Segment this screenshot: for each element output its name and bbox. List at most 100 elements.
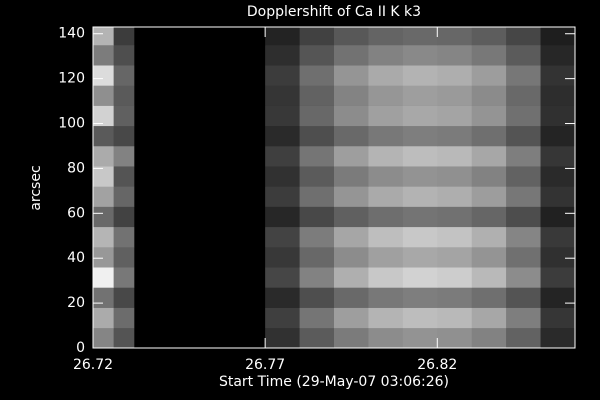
heatmap-cell (402, 166, 438, 187)
heatmap-cell (506, 65, 541, 86)
heatmap-cell (334, 105, 369, 127)
heatmap-cell (402, 267, 438, 288)
heatmap-cell (334, 65, 369, 86)
heatmap-cell (334, 27, 369, 46)
heatmap-cell (93, 186, 114, 207)
heatmap-cell (93, 65, 114, 86)
heatmap-cell (402, 226, 438, 248)
heatmap-cell (134, 65, 266, 86)
heatmap-cell (93, 226, 114, 248)
heatmap-cell (540, 267, 576, 288)
heatmap-cell (540, 27, 576, 46)
heatmap-cell (368, 267, 404, 288)
heatmap-cell (113, 226, 135, 248)
heatmap-cell (299, 44, 335, 66)
heatmap-cell (437, 206, 473, 228)
heatmap-cell (506, 27, 541, 46)
heatmap-cell (402, 186, 438, 207)
heatmap-cell (402, 287, 438, 308)
heatmap-cell (265, 246, 300, 268)
heatmap-cell (93, 27, 114, 46)
heatmap-cell (113, 27, 135, 46)
heatmap-cell (134, 267, 266, 288)
y-tick-label: 120 (58, 71, 85, 87)
heatmap-cell (540, 105, 576, 127)
heatmap-cell (113, 206, 135, 228)
heatmap-cell (113, 166, 135, 187)
heatmap-cell (113, 125, 135, 147)
heatmap-cell (265, 145, 300, 167)
heatmap-cell (134, 27, 266, 46)
heatmap-cell (334, 327, 369, 349)
heatmap-cell (134, 44, 266, 66)
heatmap-cell (113, 145, 135, 167)
heatmap-cell (93, 267, 114, 288)
heatmap-cell (265, 27, 300, 46)
heatmap-cell (334, 44, 369, 66)
heatmap-cell (134, 166, 266, 187)
heatmap-cell (540, 65, 576, 86)
y-tick-label: 80 (67, 160, 85, 176)
heatmap-cell (368, 327, 404, 349)
heatmap-cell (402, 65, 438, 86)
heatmap-cell (265, 206, 300, 228)
heatmap-cell (113, 44, 135, 66)
heatmap-cell (402, 327, 438, 349)
heatmap-cell (368, 186, 404, 207)
heatmap-cell (334, 246, 369, 268)
x-tick-label: 26.82 (417, 357, 457, 373)
heatmap-cell (334, 166, 369, 187)
heatmap-cell (299, 287, 335, 308)
heatmap-cell (506, 307, 541, 329)
heatmap-cell (540, 166, 576, 187)
heatmap-cell (437, 327, 473, 349)
heatmap-cell (299, 85, 335, 106)
heatmap-cell (334, 125, 369, 147)
heatmap-cell (93, 85, 114, 106)
heatmap-cell (402, 44, 438, 66)
heatmap-cell (437, 267, 473, 288)
heatmap-cell (368, 166, 404, 187)
heatmap-cell (113, 186, 135, 207)
heatmap-cell (471, 125, 507, 147)
heatmap-cell (299, 27, 335, 46)
heatmap-cell (471, 287, 507, 308)
heatmap-cell (540, 246, 576, 268)
heatmap-cell (471, 186, 507, 207)
heatmap-cell (93, 327, 114, 349)
heatmap-cell (299, 65, 335, 86)
heatmap-cell (540, 85, 576, 106)
x-axis-label: Start Time (29-May-07 03:06:26) (219, 374, 449, 390)
heatmap-cell (506, 226, 541, 248)
heatmap-cell (299, 105, 335, 127)
heatmap-cell (368, 27, 404, 46)
heatmap-cell (93, 166, 114, 187)
heatmap-cell (506, 166, 541, 187)
heatmap-cell (402, 27, 438, 46)
heatmap-cell (471, 27, 507, 46)
heatmap-cell (134, 287, 266, 308)
heatmap-cell (113, 85, 135, 106)
heatmap-cell (265, 307, 300, 329)
y-tick-label: 60 (67, 205, 85, 221)
heatmap-cell (437, 186, 473, 207)
heatmap-cell (437, 44, 473, 66)
heatmap-cell (437, 307, 473, 329)
heatmap-cell (540, 206, 576, 228)
heatmap-cell (437, 125, 473, 147)
heatmap-cell (368, 287, 404, 308)
heatmap-cell (334, 307, 369, 329)
heatmap-cell (299, 226, 335, 248)
heatmap-cell (506, 246, 541, 268)
heatmap-cell (265, 85, 300, 106)
heatmap-cell (113, 105, 135, 127)
heatmap-cell (113, 287, 135, 308)
heatmap-cell (299, 125, 335, 147)
heatmap-cell (334, 186, 369, 207)
heatmap-cell (299, 206, 335, 228)
heatmap-cell (113, 307, 135, 329)
heatmap-cell (299, 267, 335, 288)
heatmap-cell (93, 287, 114, 308)
heatmap-cell (368, 246, 404, 268)
